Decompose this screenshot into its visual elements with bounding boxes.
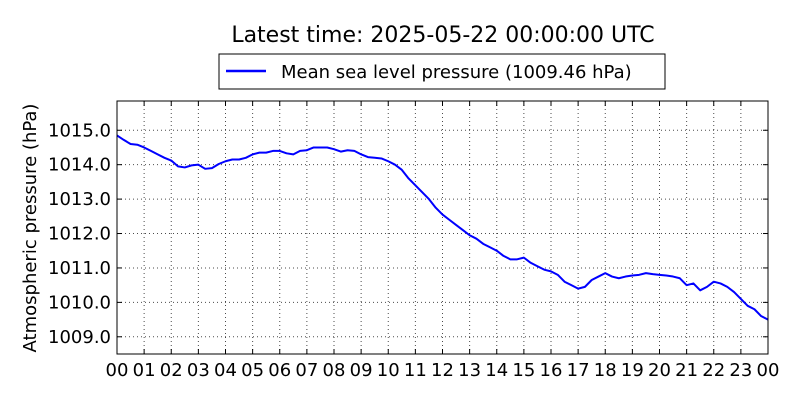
axis-ticks — [116, 101, 769, 354]
x-tick-label: 04 — [214, 360, 237, 381]
x-tick-label: 10 — [377, 360, 400, 381]
x-tick-label: 05 — [241, 360, 264, 381]
plot-frame — [116, 100, 769, 355]
x-tick-label: 06 — [268, 360, 291, 381]
y-tick-label: 1012.0 — [48, 224, 111, 245]
x-tick-label: 11 — [404, 360, 427, 381]
x-tick-label: 12 — [431, 360, 454, 381]
y-tick-label: 1011.0 — [48, 258, 111, 279]
x-tick-label: 19 — [621, 360, 644, 381]
x-tick-label: 22 — [702, 360, 725, 381]
x-tick-labels: 00 01 02 03 04 05 06 07 08 09 10 11 12 13 14 15 16 17 18 19… — [106, 360, 780, 381]
series-line-mslp — [116, 134, 769, 321]
x-tick-label: 21 — [675, 360, 698, 381]
x-tick-label: 16 — [540, 360, 563, 381]
y-axis-label: Atmospheric pressure (hPa) — [20, 104, 41, 353]
x-tick-label: 01 — [133, 360, 156, 381]
y-tick-label: 1010.0 — [48, 292, 111, 313]
x-tick-label: 18 — [594, 360, 617, 381]
x-tick-label: 03 — [187, 360, 210, 381]
x-tick-label: 17 — [567, 360, 590, 381]
legend-label: Mean sea level pressure (1009.46 hPa) — [281, 62, 632, 83]
legend-box — [218, 53, 666, 90]
x-tick-label: 02 — [160, 360, 183, 381]
x-tick-label: 09 — [350, 360, 373, 381]
y-tick-label: 1009.0 — [48, 327, 111, 348]
y-tick-label: 1013.0 — [48, 189, 111, 210]
y-tick-label: 1015.0 — [48, 120, 111, 141]
x-tick-label: 13 — [458, 360, 481, 381]
x-tick-label: 23 — [729, 360, 752, 381]
legend: Mean sea level pressure (1009.46 hPa) — [218, 53, 666, 90]
x-tick-label: 20 — [648, 360, 671, 381]
x-tick-label: 08 — [323, 360, 346, 381]
y-tick-labels: 1009.0 1010.0 1011.0 1012.0 1013.0 1014.0 1015… — [48, 120, 111, 348]
x-tick-label: 00 — [106, 360, 129, 381]
y-tick-label: 1014.0 — [48, 155, 111, 176]
x-tick-label: 07 — [295, 360, 318, 381]
chart-title: Latest time: 2025-05-22 00:00:00 UTC — [231, 23, 654, 48]
x-tick-label: 14 — [485, 360, 508, 381]
x-tick-label: 15 — [512, 360, 535, 381]
x-tick-label: 00 — [757, 360, 780, 381]
grid-lines — [117, 101, 768, 354]
